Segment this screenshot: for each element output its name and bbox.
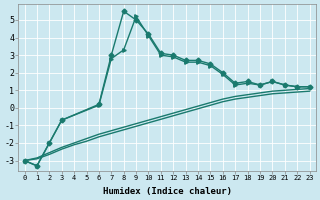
X-axis label: Humidex (Indice chaleur): Humidex (Indice chaleur) [103, 187, 232, 196]
